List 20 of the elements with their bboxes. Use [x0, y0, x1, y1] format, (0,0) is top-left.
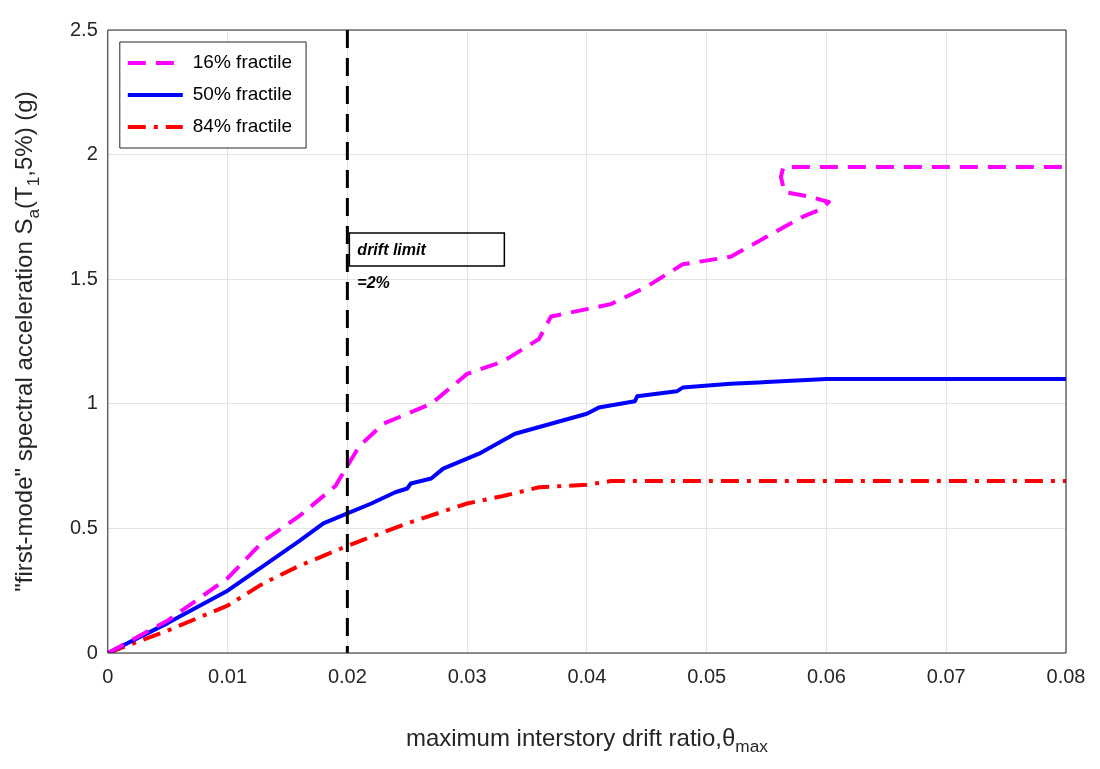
y-tick-label: 2.5	[69, 17, 98, 40]
y-axis-title: "first-mode" spectral acceleration Sa(T1,5%) (g)	[10, 91, 43, 592]
y-tick-label: 1	[86, 391, 98, 414]
x-tick-label: 0.03	[447, 664, 487, 687]
x-tick-label: 0.01	[208, 664, 248, 687]
x-tick-label: 0.06	[806, 664, 846, 687]
x-tick-label: 0.02	[327, 664, 367, 687]
x-tick-label: 0.08	[1046, 664, 1086, 687]
y-tick-label: 0	[86, 640, 98, 663]
legend-label: 50% fractile	[192, 83, 293, 105]
x-tick-label: 0.04	[567, 664, 607, 687]
y-tick-label: 1.5	[69, 266, 98, 289]
x-tick-label: 0	[102, 664, 114, 687]
ref-line-label: drift limit =2%	[357, 241, 427, 292]
legend-label: 16% fractile	[192, 51, 293, 73]
legend-label: 84% fractile	[192, 115, 293, 137]
x-tick-label: 0.07	[926, 664, 966, 687]
y-tick-label: 2	[86, 142, 98, 165]
y-tick-label: 0.5	[69, 515, 98, 538]
x-tick-label: 0.05	[687, 664, 727, 687]
